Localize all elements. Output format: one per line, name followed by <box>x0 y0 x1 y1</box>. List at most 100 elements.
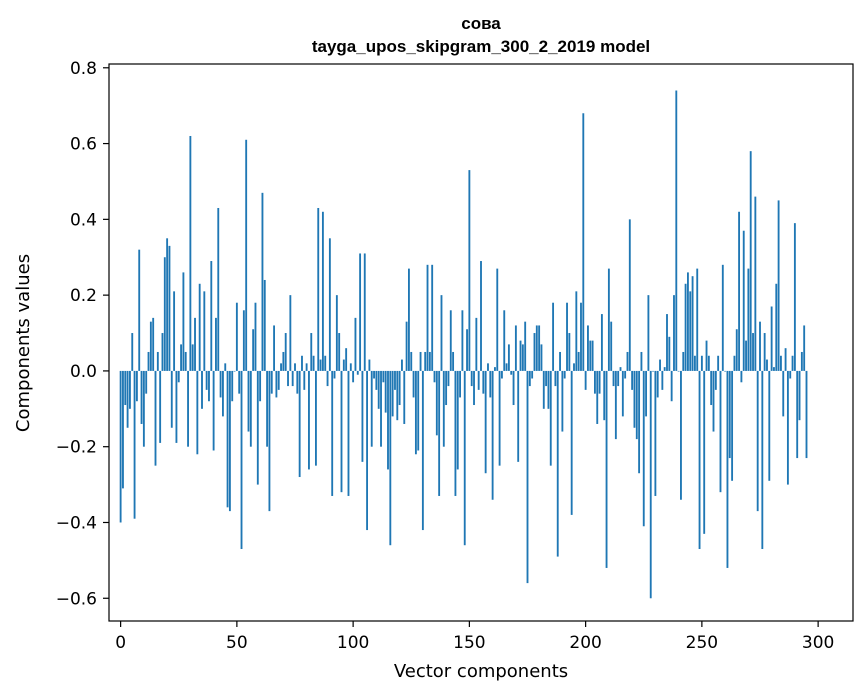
bar <box>205 370 208 390</box>
bar <box>394 370 396 390</box>
bar <box>661 370 664 390</box>
bar <box>189 135 192 371</box>
bar <box>631 370 634 390</box>
bar <box>235 302 238 371</box>
bar <box>745 340 747 371</box>
bar <box>726 370 729 568</box>
x-tick-label: 100 <box>337 633 369 653</box>
bar <box>187 370 189 447</box>
bar <box>194 317 196 371</box>
bar <box>714 370 717 390</box>
bar <box>540 344 543 371</box>
bar <box>201 370 203 409</box>
bar <box>526 370 529 584</box>
bar-series <box>119 90 808 599</box>
bar <box>182 272 185 371</box>
bar <box>591 340 594 371</box>
bar <box>698 370 701 550</box>
bar <box>410 351 413 371</box>
bar <box>473 370 475 406</box>
bar <box>240 370 243 550</box>
bar <box>763 333 766 371</box>
bar <box>533 333 536 371</box>
bar <box>710 370 713 406</box>
bar <box>198 283 201 371</box>
bar <box>284 333 287 371</box>
bar <box>687 272 689 371</box>
bar <box>359 253 362 371</box>
y-tick-label: −0.4 <box>56 513 97 533</box>
bar <box>459 370 461 398</box>
bar <box>261 192 264 371</box>
bar <box>547 370 550 409</box>
bar <box>382 370 385 383</box>
bar <box>496 268 499 371</box>
bar <box>528 370 531 387</box>
bar <box>145 370 148 394</box>
bar <box>570 370 573 515</box>
bar <box>296 370 299 394</box>
bar <box>621 370 624 417</box>
bar <box>366 370 368 531</box>
bar <box>412 370 415 398</box>
bar <box>149 321 152 371</box>
bar <box>449 310 452 371</box>
bar <box>303 370 306 390</box>
bar <box>196 370 199 455</box>
bar <box>361 370 364 462</box>
bar <box>666 314 668 371</box>
bar <box>647 295 650 371</box>
bar <box>673 295 675 371</box>
x-tick-label: 250 <box>686 633 718 653</box>
bar <box>440 295 443 371</box>
bar <box>166 238 169 371</box>
bar <box>421 370 424 531</box>
bar <box>566 302 568 371</box>
bar <box>468 170 471 371</box>
bar <box>438 370 441 496</box>
bar <box>494 367 496 371</box>
bar <box>677 370 680 372</box>
x-tick-label: 300 <box>802 633 834 653</box>
bar <box>498 370 501 466</box>
bar <box>321 211 324 371</box>
bar <box>389 370 392 546</box>
bar <box>119 370 122 523</box>
bar <box>768 370 771 481</box>
bar <box>791 355 794 371</box>
bar <box>456 370 459 470</box>
bar <box>180 344 182 371</box>
bar <box>605 370 608 568</box>
bar <box>159 370 162 443</box>
bar <box>305 363 308 371</box>
bar <box>594 370 596 394</box>
bar <box>208 370 210 402</box>
bar <box>349 363 352 371</box>
bar <box>568 333 571 371</box>
bar <box>428 351 431 371</box>
bar <box>256 370 259 485</box>
bar <box>124 370 127 406</box>
bar <box>175 370 178 443</box>
bar <box>294 363 296 371</box>
y-tick-label: 0.4 <box>70 210 97 230</box>
bar <box>331 370 334 496</box>
bar <box>700 355 703 371</box>
bar <box>505 363 508 371</box>
bar <box>140 370 143 424</box>
plot-frame <box>108 63 854 622</box>
bar <box>786 370 789 485</box>
bar <box>138 249 141 371</box>
bar <box>354 317 357 371</box>
bar <box>452 351 455 371</box>
bar <box>252 329 255 371</box>
bar <box>433 370 436 383</box>
bar <box>484 370 487 474</box>
bar <box>391 370 394 417</box>
bar <box>122 370 124 489</box>
bar <box>375 370 378 390</box>
bar <box>733 355 736 371</box>
bar <box>222 370 224 417</box>
bar <box>724 370 727 372</box>
